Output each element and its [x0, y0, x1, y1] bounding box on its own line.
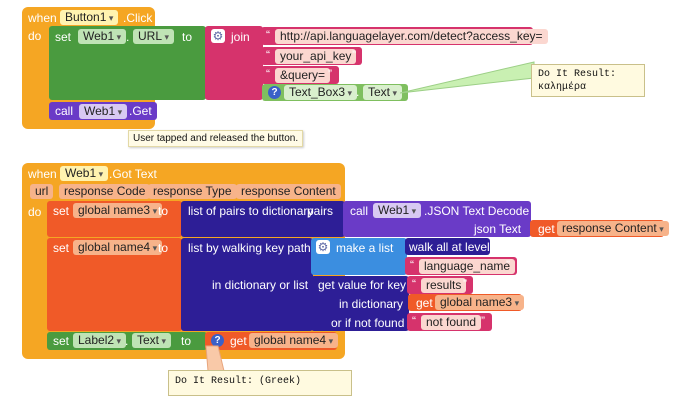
- param-response-type[interactable]: response Type: [148, 184, 237, 199]
- results-string[interactable]: results: [421, 278, 467, 293]
- component-dropdown-textbox3[interactable]: Text_Box3: [284, 85, 358, 100]
- get-value-for-key-block[interactable]: [311, 276, 409, 331]
- quote-open-icon: “: [266, 48, 270, 62]
- to-keyword: to: [182, 30, 193, 44]
- gear-icon[interactable]: ⚙: [316, 240, 330, 254]
- not-found-string[interactable]: not found: [421, 315, 482, 330]
- dot-separator: .: [126, 30, 130, 44]
- to-keyword: to: [158, 204, 169, 218]
- comment-connector: [400, 61, 535, 94]
- in-dictionary-label: in dictionary: [339, 297, 404, 311]
- dot-separator: .: [125, 334, 129, 348]
- set-keyword: set: [55, 30, 72, 44]
- when-keyword: when: [28, 167, 57, 181]
- in-dict-or-list-label: in dictionary or list: [212, 278, 309, 292]
- get-keyword: get: [230, 334, 247, 348]
- component-dropdown-web1[interactable]: Web1: [79, 104, 128, 119]
- walk-all-level-block[interactable]: [405, 238, 490, 255]
- quote-close-icon: ”: [506, 258, 510, 272]
- event-name: .Got Text: [109, 167, 157, 181]
- property-dropdown-text[interactable]: Text: [132, 333, 172, 348]
- component-dropdown-web1[interactable]: Web1: [78, 29, 127, 44]
- set-keyword: set: [53, 241, 70, 255]
- get-keyword: get: [538, 222, 555, 236]
- join-keyword: join: [231, 30, 250, 44]
- dot-separator: .: [356, 85, 360, 99]
- json-text-label: json Text: [474, 222, 522, 236]
- quote-close-icon: ”: [328, 67, 332, 81]
- call-keyword: call: [55, 104, 74, 118]
- or-if-not-found-label: or if not found: [331, 316, 405, 330]
- question-icon[interactable]: ?: [211, 334, 224, 347]
- variable-dropdown-name3[interactable]: global name3: [435, 295, 525, 310]
- variable-dropdown-name4[interactable]: global name4: [73, 240, 163, 255]
- question-icon[interactable]: ?: [268, 86, 281, 99]
- call-keyword: call: [350, 204, 369, 218]
- do-it-result-comment[interactable]: Do It Result: (Greek): [168, 370, 352, 396]
- quote-open-icon: “: [412, 314, 416, 328]
- quote-close-icon: ”: [481, 314, 485, 328]
- set-web1-url-block[interactable]: [49, 26, 206, 100]
- component-dropdown-web1[interactable]: Web1: [373, 203, 422, 218]
- api-key-string[interactable]: your_api_key: [275, 49, 357, 64]
- set-keyword: set: [53, 204, 70, 218]
- to-keyword: to: [158, 241, 169, 255]
- pairs-to-dictionary-block[interactable]: [181, 201, 345, 237]
- gear-icon[interactable]: ⚙: [211, 29, 225, 43]
- quote-open-icon: “: [410, 258, 414, 272]
- component-dropdown-web1[interactable]: Web1: [60, 166, 109, 181]
- set-keyword: set: [53, 334, 70, 348]
- walk-all-label: walk all at level: [409, 240, 490, 254]
- to-keyword: to: [181, 334, 192, 348]
- event-name: .Click: [123, 11, 153, 25]
- variable-dropdown-name3[interactable]: global name3: [73, 203, 163, 218]
- quote-open-icon: “: [266, 67, 270, 81]
- get-value-for-key-label: get value for key: [318, 278, 407, 292]
- do-it-result-comment[interactable]: Do It Result: καλημέρα: [531, 64, 645, 97]
- walk-key-path-block[interactable]: [181, 238, 313, 331]
- pairs-label: pairs: [307, 204, 334, 218]
- component-dropdown-label2[interactable]: Label2: [73, 333, 127, 348]
- variable-dropdown-response-content[interactable]: response Content: [557, 221, 669, 236]
- language-name-string[interactable]: language_name: [419, 259, 516, 274]
- param-response-content[interactable]: response Content: [236, 184, 341, 199]
- component-dropdown-button1[interactable]: Button1: [60, 10, 119, 25]
- quote-close-icon: ”: [352, 48, 356, 62]
- get-keyword: get: [416, 296, 433, 310]
- query-string[interactable]: &query=: [275, 68, 331, 83]
- quote-open-icon: “: [412, 277, 416, 291]
- variable-dropdown-name4[interactable]: global name4: [249, 333, 339, 348]
- quote-open-icon: “: [266, 28, 270, 42]
- walk-key-path-label: list by walking key path: [188, 241, 311, 255]
- when-keyword: when: [28, 11, 57, 25]
- url-string[interactable]: http://api.languagelayer.com/detect?acce…: [275, 29, 548, 44]
- method-name: .JSON Text Decode: [424, 204, 530, 218]
- method-name: .Get: [129, 104, 152, 118]
- param-response-code[interactable]: response Code: [59, 184, 151, 199]
- do-keyword: do: [28, 205, 42, 219]
- quote-close-icon: ”: [521, 28, 525, 42]
- event-tooltip: User tapped and released the button.: [128, 130, 304, 147]
- pairs-to-dict-label: list of pairs to dictionary: [188, 204, 314, 218]
- property-dropdown-url[interactable]: URL: [133, 29, 175, 44]
- do-keyword: do: [28, 29, 42, 43]
- property-dropdown-text[interactable]: Text: [363, 85, 403, 100]
- param-url[interactable]: url: [30, 184, 54, 199]
- make-list-label: make a list: [336, 241, 394, 255]
- quote-close-icon: ”: [463, 277, 467, 291]
